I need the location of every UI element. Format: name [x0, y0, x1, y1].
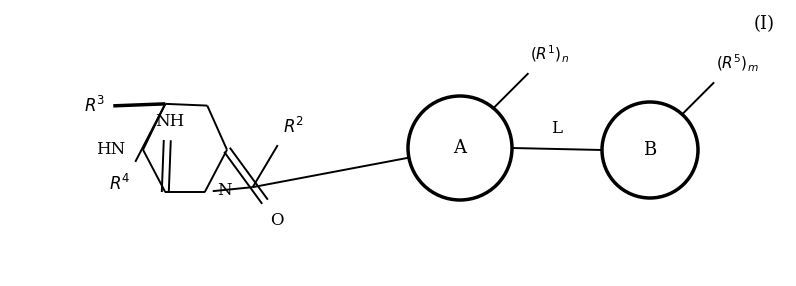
Text: A: A: [454, 139, 466, 157]
Text: $R^4$: $R^4$: [109, 174, 131, 194]
Text: $(R^{5})_m$: $(R^{5})_m$: [716, 53, 759, 74]
Text: (I): (I): [754, 15, 775, 33]
Text: N: N: [217, 182, 232, 199]
Text: $R^3$: $R^3$: [84, 96, 105, 116]
Text: HN: HN: [96, 141, 125, 158]
Text: O: O: [270, 212, 283, 229]
Text: NH: NH: [154, 113, 184, 130]
Text: L: L: [552, 120, 563, 137]
Text: $R^2$: $R^2$: [283, 117, 304, 137]
Text: $(R^{1})_n$: $(R^{1})_n$: [530, 44, 569, 65]
Text: B: B: [643, 141, 657, 159]
